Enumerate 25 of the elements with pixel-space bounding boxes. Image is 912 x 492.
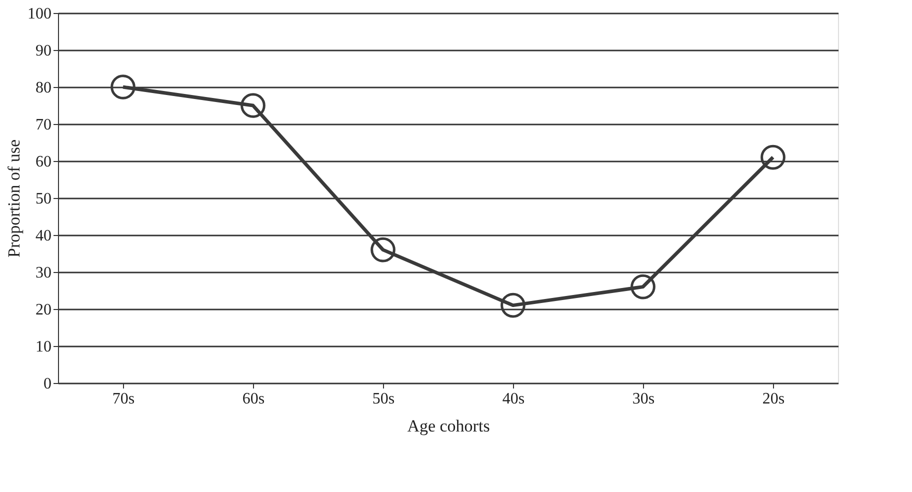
y-tick-label: 20 (36, 302, 52, 318)
y-tick-label: 0 (44, 376, 52, 392)
point (630, 274, 656, 300)
point (240, 93, 266, 118)
x-tick-label: 60s (242, 390, 265, 408)
y-tick-label: 30 (36, 264, 52, 282)
point (110, 74, 136, 100)
x-tick-label: 50s (372, 390, 395, 408)
y-axis-title: Proportion of use (4, 139, 24, 258)
y-tick-label: 80 (36, 80, 52, 96)
y-tick-label: 100 (28, 6, 52, 22)
y-tick-label: 10 (36, 338, 52, 356)
point (500, 292, 526, 318)
y-tick-label: 40 (36, 228, 52, 244)
y-tick-label: 70 (36, 116, 52, 134)
y-tick-label: 60 (36, 154, 52, 170)
point (370, 237, 396, 262)
y-tick-label: 90 (36, 42, 52, 60)
x-tick-label: 40s (502, 390, 525, 408)
point (760, 144, 786, 170)
x-tick-label: 20s (762, 390, 785, 408)
y-tick-label: 50 (36, 190, 52, 208)
x-tick-label: 70s (112, 390, 135, 408)
x-axis-title: Age cohorts (407, 416, 490, 436)
x-tick-label: 30s (632, 390, 655, 408)
